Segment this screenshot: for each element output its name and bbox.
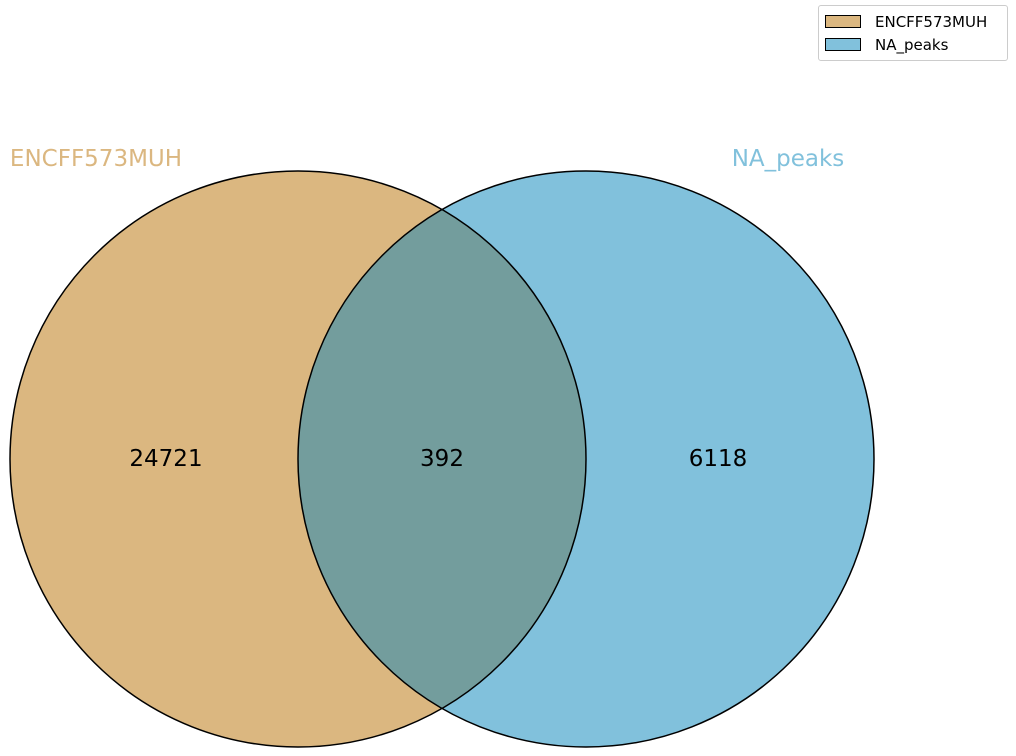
intersection-region bbox=[298, 171, 586, 747]
set-b-outline bbox=[297, 170, 875, 748]
legend-item-set-b: NA_peaks bbox=[825, 33, 1001, 56]
set-b-title: NA_peaks bbox=[732, 146, 845, 172]
set-a-title: ENCFF573MUH bbox=[10, 146, 182, 172]
set-a-outline bbox=[9, 170, 587, 748]
intersection-count: 392 bbox=[420, 446, 464, 472]
legend-label-set-a: ENCFF573MUH bbox=[875, 12, 988, 31]
legend: ENCFF573MUH NA_peaks bbox=[818, 5, 1008, 61]
legend-swatch-set-b bbox=[825, 38, 861, 51]
only-a-count: 24721 bbox=[129, 446, 202, 472]
legend-label-set-b: NA_peaks bbox=[875, 35, 949, 54]
legend-swatch-set-a bbox=[825, 15, 861, 28]
only-b-count: 6118 bbox=[689, 446, 748, 472]
legend-item-set-a: ENCFF573MUH bbox=[825, 10, 1001, 33]
